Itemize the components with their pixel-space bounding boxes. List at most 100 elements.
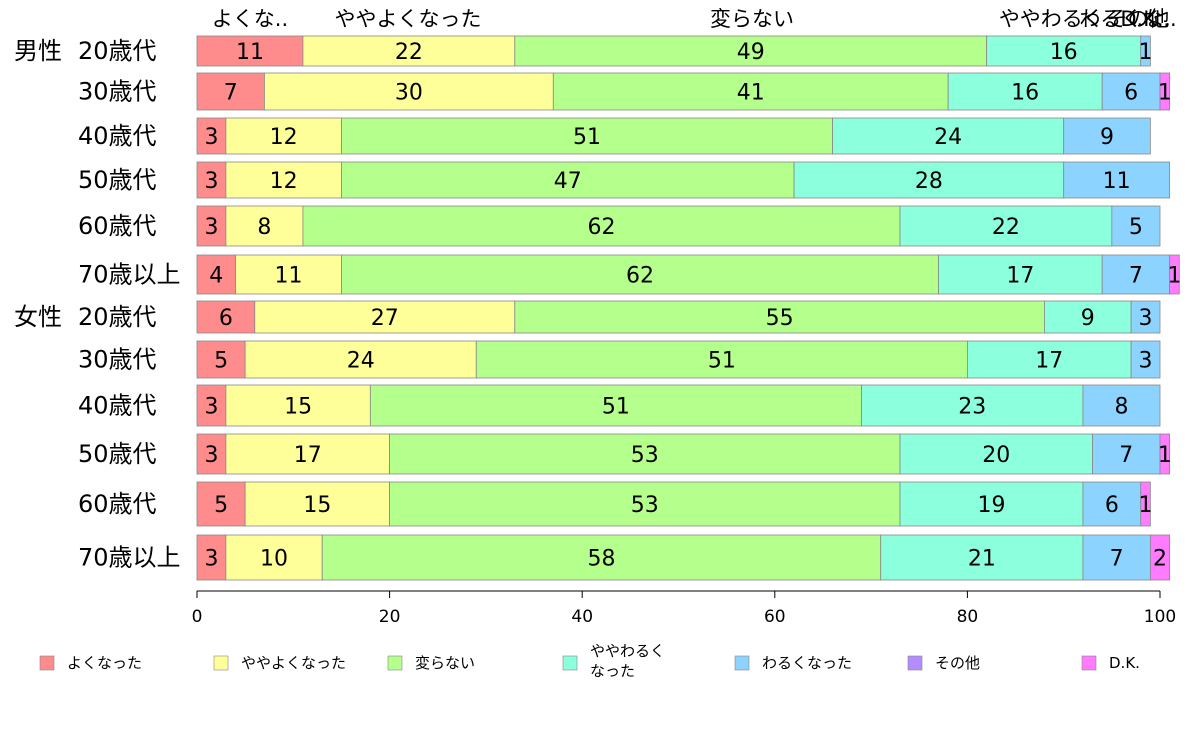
bar-segment: [475, 340, 968, 379]
data-label: 1: [1167, 264, 1181, 289]
data-label: 15: [303, 493, 331, 518]
row-label: 20歳代: [78, 37, 157, 65]
bar-segment: [225, 205, 304, 247]
data-label: 8: [1114, 395, 1128, 420]
row-label: 40歳代: [78, 122, 157, 150]
row-label: 40歳代: [78, 392, 157, 420]
data-label: 51: [602, 395, 630, 420]
data-label: 3: [204, 215, 218, 240]
bar-segment: [321, 534, 882, 581]
data-label: 10: [260, 547, 288, 572]
data-label: 11: [274, 264, 302, 289]
legend-label: わるくなった: [762, 654, 852, 672]
x-axis: 0 20 40 60 80 100: [192, 590, 1176, 627]
bar-segment: [341, 161, 795, 199]
bar-segment: [1169, 254, 1180, 295]
bar-segment: [1159, 72, 1171, 111]
bar-segment: [986, 35, 1142, 67]
data-label: 16: [1050, 40, 1078, 65]
data-label: 5: [1129, 215, 1143, 240]
legend-label: よくなった: [67, 654, 142, 672]
data-label: 22: [395, 40, 423, 65]
bar-segment: [899, 481, 1084, 527]
data-label: 28: [915, 169, 943, 194]
bar-segment: [341, 254, 939, 295]
bar-segment: [938, 254, 1103, 295]
legend-swatch: [734, 655, 750, 671]
top-label-0: よくな..: [212, 7, 288, 31]
top-label-6: D.K.: [1120, 7, 1163, 31]
data-label: 1: [1139, 40, 1153, 65]
data-label: 7: [1110, 547, 1124, 572]
top-label-3: ややわるく..: [999, 7, 1117, 31]
bar-segment: [196, 481, 246, 527]
legend-swatch: [1081, 655, 1097, 671]
data-label: 3: [204, 547, 218, 572]
legend-label: その他: [935, 654, 980, 672]
row-label: 30歳代: [78, 78, 157, 106]
data-label: 3: [204, 395, 218, 420]
bar-segment: [196, 72, 265, 111]
data-label: 5: [214, 493, 228, 518]
bar-segment: [1082, 384, 1161, 427]
bars: 11 22 49 16 17 30 41 16 6 13 12 51 24 93 12 47 28 113 8 62 2…: [196, 35, 1181, 581]
data-label: 3: [1139, 306, 1153, 331]
row-label: 70歳以上: [78, 261, 181, 289]
data-label: 41: [737, 81, 765, 106]
data-label: 62: [626, 264, 654, 289]
top-label-5: その他: [1107, 7, 1170, 31]
x-tick-label: 60: [764, 607, 786, 627]
bar-segment: [880, 534, 1084, 581]
bar-segment: [196, 433, 227, 475]
row-label: 70歳以上: [78, 544, 181, 572]
x-tick-label: 100: [1144, 607, 1176, 627]
data-label: 6: [1105, 493, 1119, 518]
x-tick-label: 20: [379, 607, 401, 627]
bar-segment: [302, 205, 901, 247]
bar-segment: [369, 384, 862, 427]
bar-segment: [225, 161, 342, 199]
bar-segment: [244, 481, 390, 527]
bar-segment: [1092, 433, 1161, 475]
row-label: 30歳代: [78, 346, 157, 374]
data-label: 11: [236, 40, 264, 65]
bar-segment: [947, 72, 1103, 111]
legend-label: D.K.: [1109, 654, 1140, 672]
bar-segment: [196, 300, 256, 334]
legend: よくなった ややよくなった 変らない ややわるくなった わるくなった その他 D.K.: [39, 642, 1140, 680]
data-label: 51: [708, 349, 736, 374]
data-label: 3: [204, 125, 218, 150]
data-label: 6: [219, 306, 233, 331]
bar-segment: [1130, 340, 1161, 379]
x-tick-label: 0: [192, 607, 203, 627]
bar-segment: [514, 300, 1045, 334]
data-label: 17: [1035, 349, 1063, 374]
top-label-2: 変らない: [710, 7, 794, 31]
bar-segment: [832, 117, 1065, 155]
legend-swatch: [387, 655, 403, 671]
data-label: 24: [347, 349, 375, 374]
data-label: 19: [977, 493, 1005, 518]
data-label: 9: [1100, 125, 1114, 150]
bar-segment: [552, 72, 949, 111]
data-label: 7: [1129, 264, 1143, 289]
data-label: 22: [992, 215, 1020, 240]
data-label: 51: [573, 125, 601, 150]
bar-segment: [302, 35, 516, 67]
data-label: 53: [631, 443, 659, 468]
data-label: 17: [294, 443, 322, 468]
data-label: 62: [587, 215, 615, 240]
data-label: 58: [587, 547, 615, 572]
data-label: 7: [1119, 443, 1133, 468]
data-label: 49: [737, 40, 765, 65]
data-label: 20: [982, 443, 1010, 468]
bar-segment: [793, 161, 1065, 199]
bar-segment: [1063, 117, 1151, 155]
bar-segment: [225, 534, 323, 581]
data-label: 23: [958, 395, 986, 420]
bar-segment: [1101, 254, 1171, 295]
bar-segment: [264, 72, 554, 111]
bar-segment: [225, 117, 342, 155]
bar-segment: [899, 205, 1113, 247]
data-label: 53: [631, 493, 659, 518]
